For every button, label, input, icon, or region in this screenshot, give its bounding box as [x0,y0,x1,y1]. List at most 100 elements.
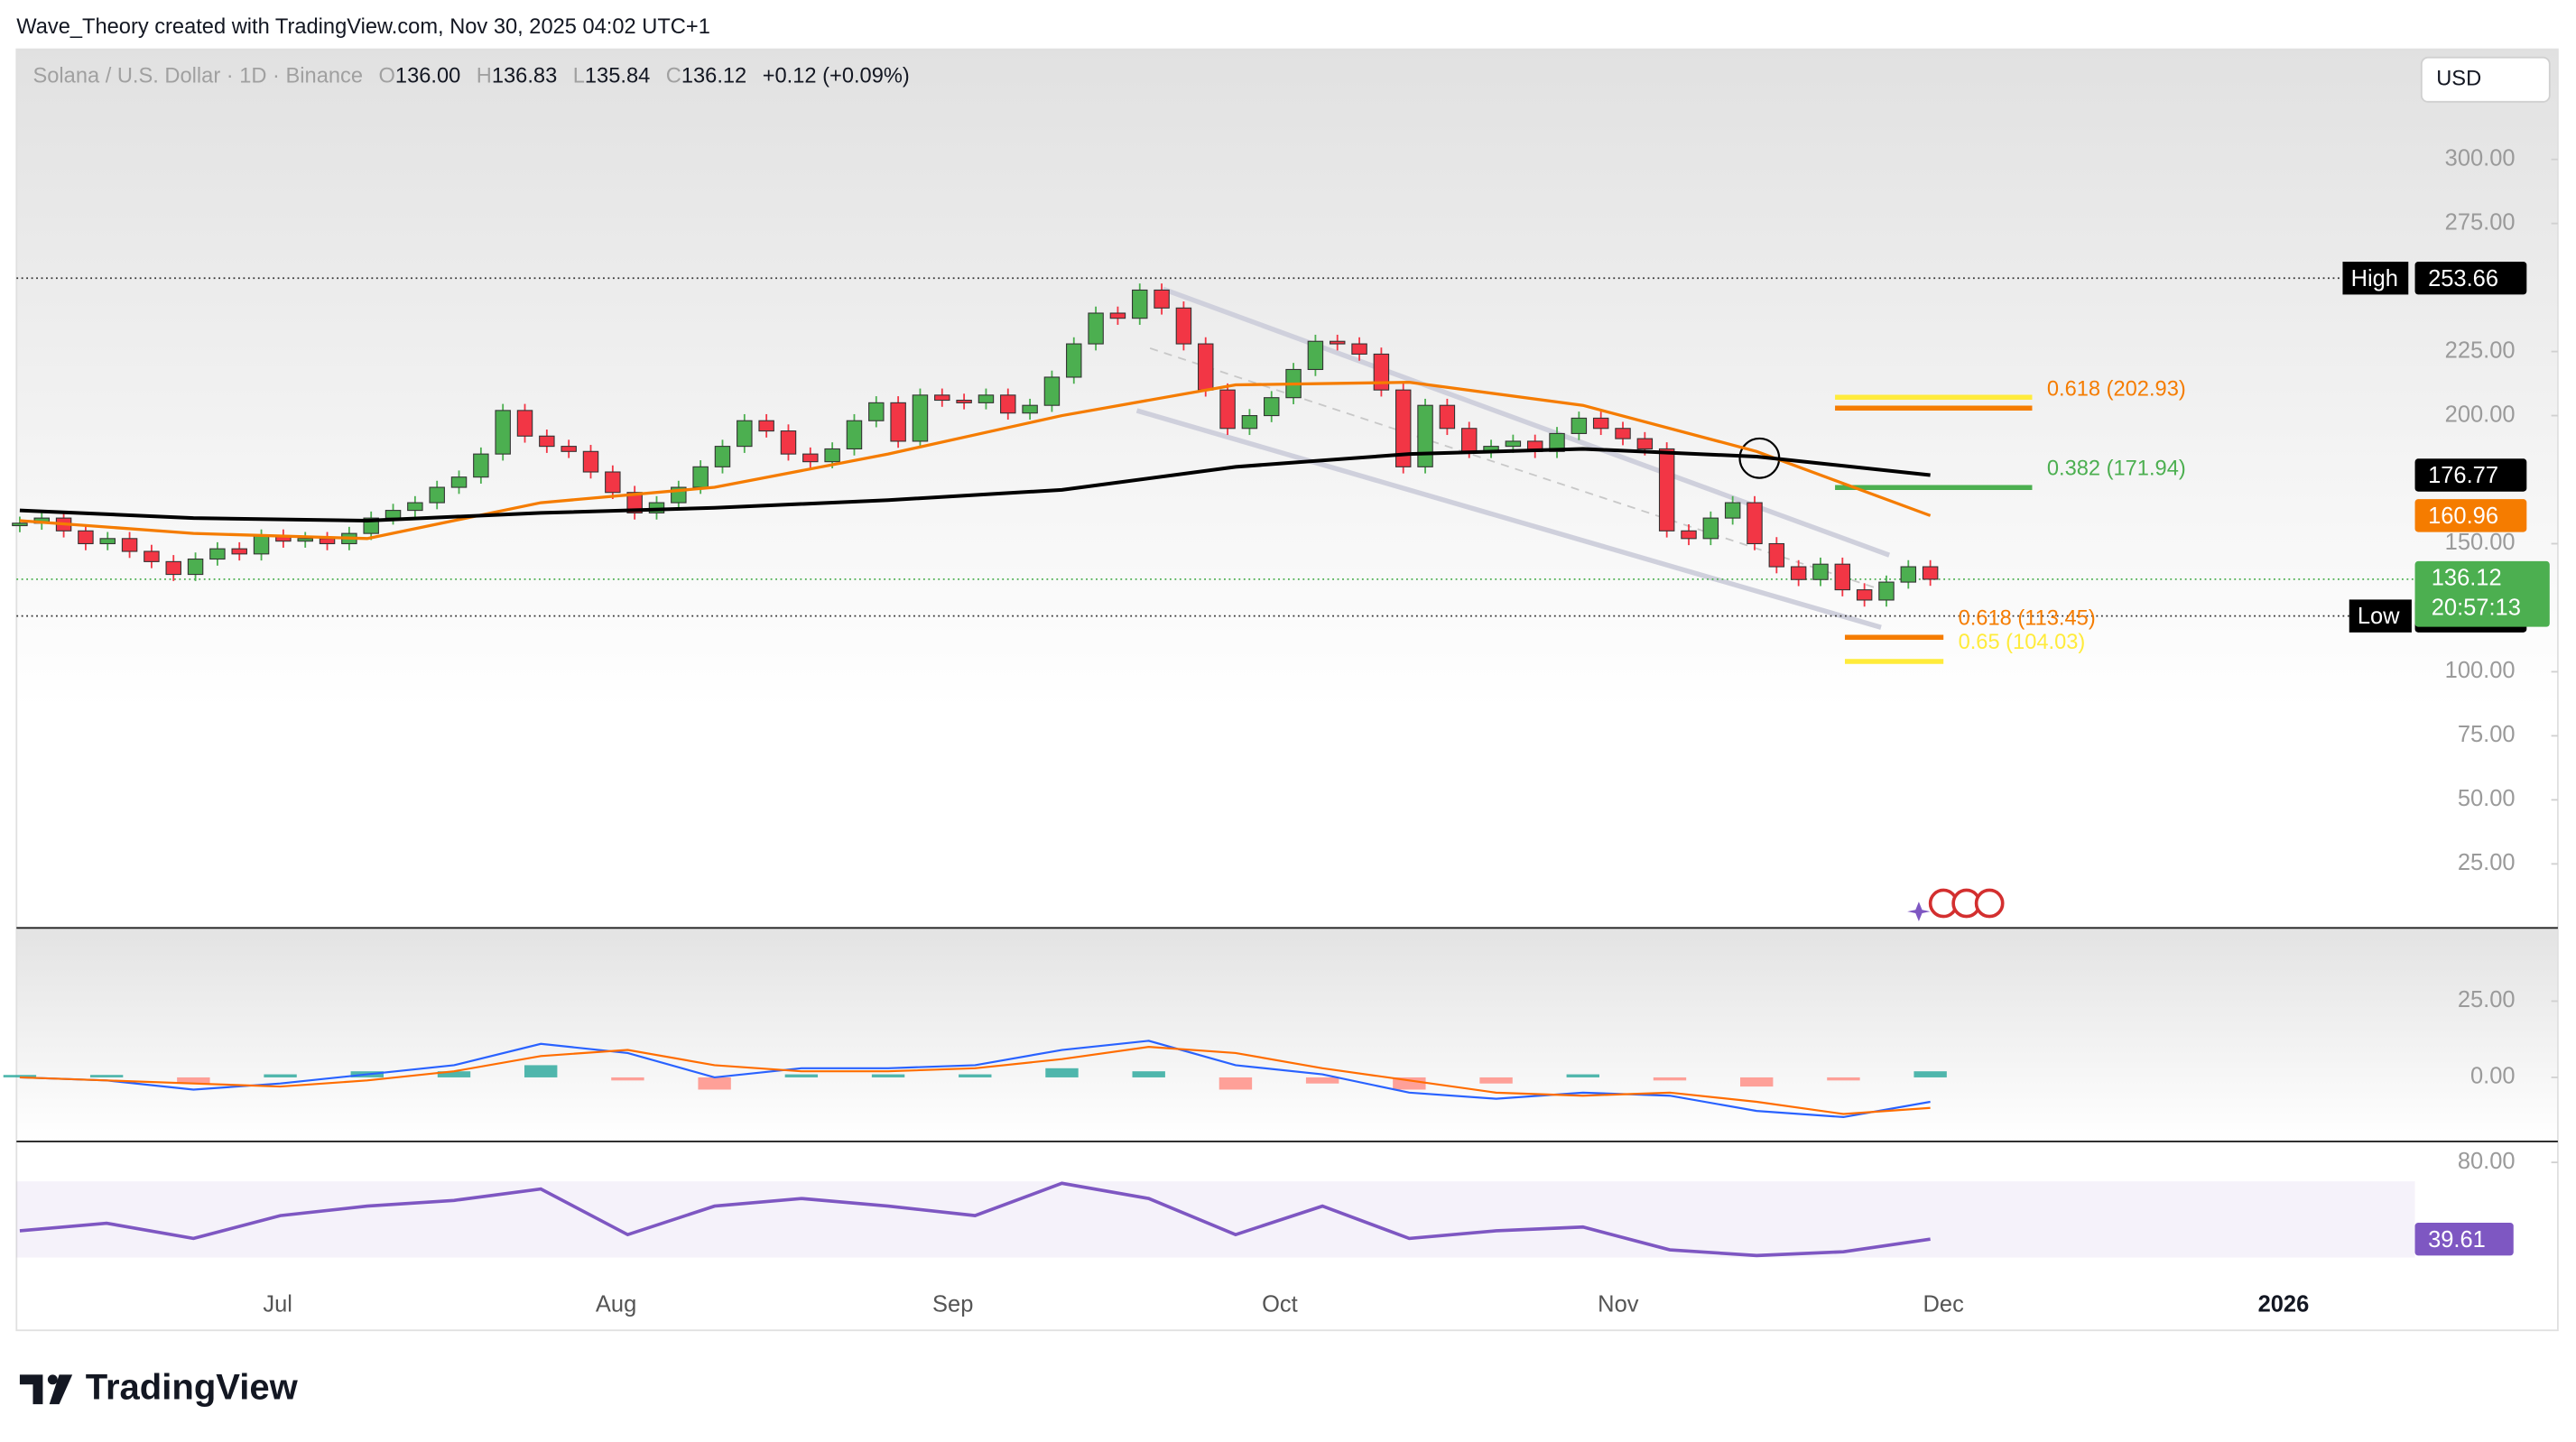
candle [1043,376,1061,406]
currency-label[interactable]: USD [2436,68,2481,91]
candle [868,402,885,421]
brand-logo [19,1374,73,1405]
event-icons[interactable] [1907,888,2005,922]
macd-histogram-bar [698,1077,731,1090]
candle [1066,343,1082,378]
candle [1373,353,1390,391]
macd-histogram-bar [3,1075,37,1077]
high-value: 253.66 [2428,266,2498,291]
macd-histogram-bar [1305,1077,1339,1084]
low-tag-bg [2349,599,2412,633]
candle [780,430,797,455]
candle [846,420,863,450]
x-tick-label: Oct [1262,1292,1298,1317]
candle [890,402,906,442]
candle [1747,502,1763,545]
candle [1000,394,1016,414]
high-value-bg [2414,262,2527,295]
candle [692,466,709,488]
macd-histogram-bar [959,1074,992,1077]
candle [1768,542,1785,568]
x-tick-label: Sep [932,1292,973,1317]
y-tick-label: 150.00 [2445,530,2516,555]
candle [1702,517,1719,540]
candle [1658,448,1675,532]
fib-label: 0.618 (113.45) [1959,606,2096,630]
candle [1132,289,1148,319]
rsi-pane [16,1141,2558,1331]
candle [121,538,138,552]
macd-histogram-bar [1653,1077,1687,1081]
candle [912,394,929,442]
candle [956,399,972,403]
candle [737,420,753,448]
rsi-band [16,1181,2415,1258]
candle [1460,428,1478,452]
candle [1022,404,1038,414]
main-pane [16,49,2558,929]
macd-histogram-bar [1566,1074,1599,1077]
candle [450,476,468,488]
channel [1135,286,1891,630]
y-tick-label: 200.00 [2445,402,2516,427]
y-tick-label: 50.00 [2458,786,2516,811]
macd-histogram-bar [1479,1077,1513,1084]
high-tag-bg [2342,262,2409,295]
ohlc-key: H [477,65,492,88]
symbol-title: Solana / U.S. Dollar · 1D · Binance [32,65,363,88]
change: +0.12 (+0.09%) [763,65,910,88]
candle [1175,307,1192,345]
macd-histogram-bar [1913,1071,1947,1077]
candle [714,446,731,467]
candle [626,492,643,513]
candle [1834,563,1851,591]
candle [1636,438,1654,450]
ohlc-key: O [379,65,395,88]
macd-line [19,1040,1931,1118]
macd-histogram-bar [784,1074,819,1077]
candle [1088,312,1104,345]
candle [253,535,270,555]
ohlc-key: C [666,65,681,88]
price-value: 136.12 [2432,566,2502,591]
currency-button[interactable] [2420,56,2551,103]
rsi-value: 39.61 [2428,1227,2486,1253]
candle [1900,566,1917,583]
rsi-line [19,1181,1931,1258]
candle [1395,389,1412,467]
candle [407,502,423,512]
y-tick-label: 0.00 [2470,1064,2516,1089]
x-tick-label: Jul [263,1292,292,1317]
ohlc-key: L [573,65,585,88]
candle [1154,289,1170,309]
candle [165,560,181,576]
candle [582,450,599,473]
candle [1198,343,1214,391]
candle [561,446,577,452]
legend: Solana / U.S. Dollar · 1D · Binance O136… [32,65,909,88]
macd-pane [16,928,2558,1142]
chart-frame [15,48,2559,1332]
candle [934,394,950,402]
candle [516,410,533,437]
fib-label: 0.382 (171.94) [2047,457,2186,480]
candle [978,394,995,403]
y-tick-label: 25.00 [2458,987,2516,1012]
macd-histogram-bar [177,1077,210,1084]
sma-value-bg [2414,458,2527,492]
candle [495,410,511,455]
candle [1681,530,1697,540]
y-tick-label: 225.00 [2445,337,2516,363]
countdown: 20:57:13 [2432,595,2521,620]
low-tag: Low [2358,604,2400,629]
candle [297,538,313,542]
ohlc-value: 135.84 [585,65,650,88]
candle [78,530,94,545]
candle [1724,502,1741,519]
candle [1615,428,1631,439]
candle [1264,397,1280,417]
candle [1592,417,1609,430]
candle [605,471,621,494]
macd-histogram-bar [264,1074,297,1077]
